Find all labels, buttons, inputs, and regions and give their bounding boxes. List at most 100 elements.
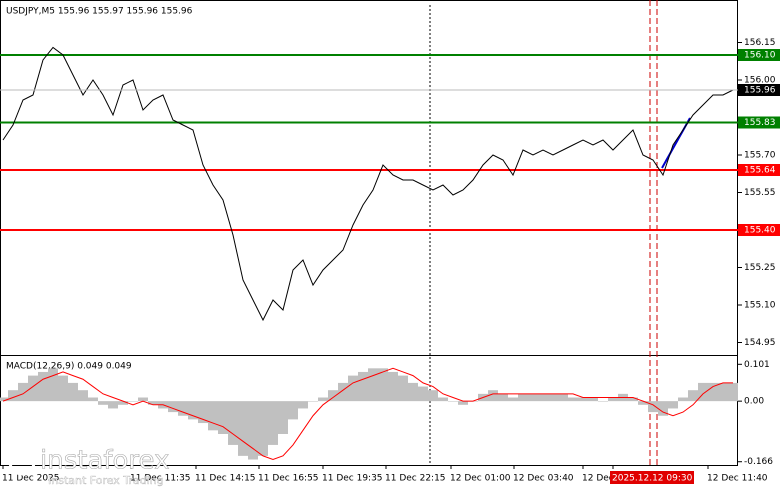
macd-bar [0, 397, 8, 402]
macd-signal [2, 367, 733, 461]
y-tick-label: 155.25 [744, 263, 776, 273]
macd-bar [208, 401, 218, 431]
macd-bar [308, 401, 318, 402]
y-tick-label: 155.10 [744, 301, 776, 311]
macd-bar [608, 397, 618, 402]
macd-bar [278, 401, 288, 434]
level-tag [738, 49, 780, 61]
macd-bar [498, 393, 508, 402]
macd-bar [248, 401, 258, 460]
x-tick-label: 12 Dec [582, 474, 614, 484]
macd-bar [678, 397, 688, 402]
macd-bar [578, 397, 588, 402]
macd-bar [508, 397, 518, 402]
macd-bar [368, 368, 378, 402]
macd-bar [398, 375, 408, 402]
logo-tagline: Instant Forex Trading [48, 474, 164, 487]
header: USDJPY,M5 155.96 155.97 155.96 155.96 [6, 7, 193, 17]
macd-bar [458, 401, 468, 405]
macd-bar [648, 401, 658, 413]
x-tick-label: 11 Dec 14:15 [195, 474, 256, 484]
macd-bar [108, 401, 118, 409]
macd-bar [28, 375, 38, 402]
y-tick-label: 155.70 [744, 151, 776, 161]
macd-bar [178, 401, 188, 416]
level-label: 155.40 [744, 226, 776, 236]
macd-label: MACD(12,26,9) 0.049 0.049 [6, 362, 132, 372]
y-tick-label: -0.166 [744, 457, 773, 467]
x-tick-label: 11 Dec 2025 [2, 474, 60, 484]
macd-bar [708, 382, 718, 402]
macd-bar [168, 401, 178, 413]
macd-bar [58, 375, 68, 402]
logo-icon [8, 448, 36, 476]
macd-bar [588, 397, 598, 402]
macd-bar [438, 397, 448, 402]
x-tick-label: 11 Dec 19:35 [322, 474, 383, 484]
macd-bar [638, 401, 648, 405]
macd-bar [198, 401, 208, 424]
macd-bar [718, 382, 728, 402]
macd-bar [288, 401, 298, 420]
x-tick-label: 12 Dec 03:40 [513, 474, 574, 484]
macd-bar [348, 375, 358, 402]
x-highlight [610, 471, 694, 484]
macd-bar [188, 401, 198, 420]
macd-bar [558, 393, 568, 402]
macd-bar [338, 382, 348, 402]
macd-bar [88, 397, 98, 402]
macd-bar [98, 401, 108, 405]
y-tick-label: 154.95 [744, 338, 776, 348]
macd-bar [218, 401, 228, 434]
y-tick-label: 0.101 [744, 360, 770, 370]
macd-bar [688, 390, 698, 402]
current-price-label: 155.96 [744, 86, 776, 96]
x-tick-label: 2025.12.12 09:30 [612, 474, 693, 484]
macd-bar [488, 390, 498, 402]
macd-bar [78, 390, 88, 402]
macd-bar [298, 401, 308, 409]
level-tag [738, 224, 780, 236]
macd-bar [358, 371, 368, 402]
macd-bar [238, 401, 248, 456]
macd-bar [228, 401, 238, 445]
macd-bar [68, 382, 78, 402]
macd-bar [698, 382, 708, 402]
macd-bar [418, 386, 428, 402]
macd-bar [518, 393, 528, 402]
y-tick-label: 0.00 [744, 397, 764, 407]
macd-bar [668, 401, 678, 409]
macd-bar [548, 393, 558, 402]
macd-bar [538, 393, 548, 402]
macd-bar [38, 371, 48, 402]
macd-bar [728, 382, 738, 402]
macd-bar [408, 382, 418, 402]
macd-bar [428, 390, 438, 402]
price-line [2, 46, 734, 322]
x-tick-label: 12 Dec 01:00 [450, 474, 511, 484]
macd-bar [388, 371, 398, 402]
macd-bar [128, 401, 138, 402]
level-label: 156.10 [744, 51, 776, 61]
macd-bar [658, 401, 668, 416]
y-tick-label: 156.00 [744, 76, 776, 86]
level-label: 155.83 [744, 118, 776, 128]
level-tag [738, 116, 780, 129]
macd-bar [118, 401, 128, 405]
macd-bar [568, 397, 578, 402]
macd-bar [598, 401, 608, 402]
macd-bar [378, 368, 388, 402]
macd-bar [628, 397, 638, 402]
macd-bar [328, 390, 338, 402]
logo-name: instaforex [40, 446, 169, 476]
current-price-tag [738, 84, 780, 96]
x-tick-label: 11 Dec 22:15 [385, 474, 446, 484]
level-tag [738, 164, 780, 176]
x-tick-label: 11 Dec 16:55 [258, 474, 319, 484]
macd-bar [18, 382, 28, 402]
level-label: 155.64 [744, 166, 776, 176]
macd-bar [448, 401, 458, 402]
y-tick-label: 155.55 [744, 188, 776, 198]
logo: instaforex Instant Forex Trading [8, 445, 170, 487]
